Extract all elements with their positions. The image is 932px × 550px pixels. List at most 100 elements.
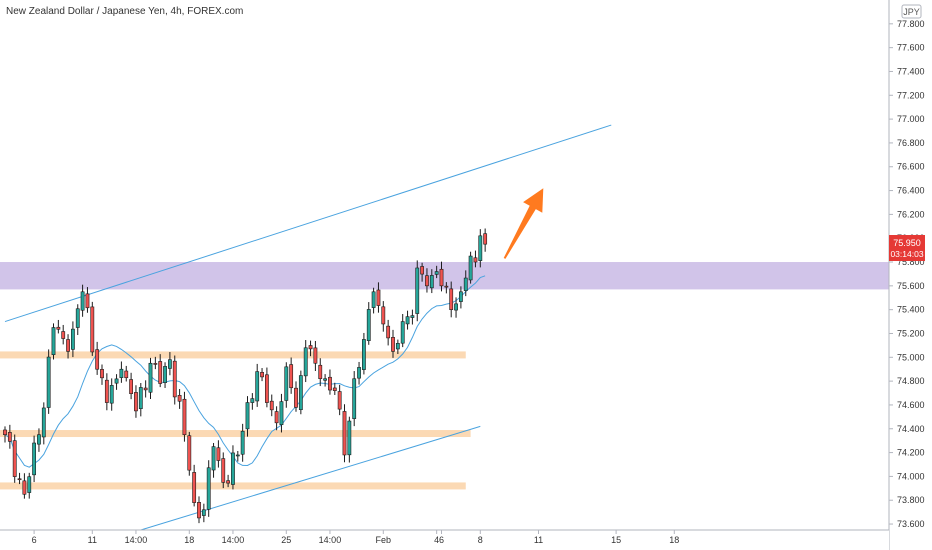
- candle-body: [425, 275, 429, 287]
- candle-body: [269, 400, 274, 411]
- candle-body: [32, 442, 37, 476]
- time-tick-label: 14:00: [222, 535, 245, 545]
- price-tick-label: 75.200: [897, 328, 925, 338]
- candle: [245, 396, 250, 437]
- price-tick-label: 76.400: [897, 186, 925, 196]
- candle: [46, 349, 51, 414]
- candle-body: [235, 454, 240, 457]
- candle: [80, 284, 85, 317]
- trendline-upper: [4, 124, 612, 323]
- candle-body: [100, 369, 104, 379]
- candle: [458, 286, 463, 309]
- candle: [104, 373, 109, 411]
- time-tick-label: 25: [281, 535, 291, 545]
- candle-body: [250, 398, 255, 403]
- time-tick-label: Feb: [376, 535, 392, 545]
- candle-body: [410, 315, 415, 318]
- candle-body: [226, 480, 231, 484]
- time-axis[interactable]: 6 11 14:00 18 14:00 25 14:00 Feb 4 6 8 11 15 18: [32, 530, 680, 545]
- candle-body: [342, 411, 347, 456]
- candle-body: [17, 478, 22, 481]
- candle: [71, 321, 75, 358]
- candle-body: [37, 434, 41, 445]
- candle: [439, 261, 444, 292]
- candle: [211, 442, 216, 478]
- candle: [231, 445, 235, 490]
- candle-body: [148, 362, 153, 393]
- candle-body: [434, 271, 439, 275]
- trendlines-layer: [4, 124, 612, 531]
- candle: [395, 339, 400, 355]
- candle-body: [313, 347, 318, 364]
- candle: [332, 382, 337, 395]
- candle-body: [216, 447, 221, 461]
- candle: [100, 364, 104, 385]
- candle: [454, 297, 458, 318]
- candle: [109, 378, 114, 411]
- price-tick-label: 77.000: [897, 114, 925, 124]
- candle-body: [478, 235, 483, 261]
- candle: [163, 362, 167, 388]
- candle-body: [279, 401, 284, 426]
- arrow-layer: [503, 188, 544, 259]
- candle: [119, 361, 124, 383]
- candle: [187, 431, 192, 476]
- candle-body: [245, 402, 250, 430]
- resistance-zone: [0, 262, 889, 290]
- candle-body: [405, 316, 410, 325]
- candle: [279, 393, 284, 433]
- candle-body: [153, 363, 158, 365]
- candle: [226, 474, 231, 488]
- candle: [391, 329, 395, 358]
- candle-body: [298, 375, 303, 411]
- candle-body: [274, 411, 279, 424]
- candle: [323, 374, 328, 387]
- candle: [148, 357, 153, 400]
- candle: [3, 426, 7, 443]
- candle: [483, 228, 488, 252]
- candle-body: [294, 387, 298, 408]
- candle-body: [90, 306, 95, 353]
- candle-body: [371, 291, 376, 308]
- current-price-label: 75.950: [893, 238, 921, 248]
- candle-body: [114, 378, 119, 384]
- candle-body: [27, 476, 32, 493]
- candle-body: [206, 467, 211, 510]
- price-tick-label: 74.000: [897, 471, 925, 481]
- candle: [90, 301, 95, 356]
- candle-body: [395, 343, 400, 350]
- time-tick-label: 14:00: [319, 535, 342, 545]
- candle: [250, 393, 255, 410]
- candle-body: [458, 291, 463, 302]
- price-tick-label: 74.400: [897, 424, 925, 434]
- price-tick-label: 74.600: [897, 400, 925, 410]
- time-tick-label: 6: [439, 535, 444, 545]
- candle-body: [332, 387, 337, 391]
- currency-badge[interactable]: JPY: [901, 4, 922, 19]
- candle: [22, 473, 27, 499]
- candle-body: [439, 268, 444, 287]
- candle: [235, 451, 240, 462]
- candle: [260, 368, 264, 382]
- candle: [289, 357, 294, 394]
- time-axis-background: [0, 530, 889, 550]
- candle: [361, 332, 366, 375]
- candle-body: [168, 359, 172, 369]
- candle-body: [429, 275, 434, 289]
- time-tick-label: 18: [184, 535, 194, 545]
- bar-countdown-label: 03:14:03: [890, 249, 923, 259]
- price-tick-label: 77.600: [897, 43, 925, 53]
- chart-title: New Zealand Dollar / Japanese Yen, 4h, F…: [6, 6, 243, 17]
- price-tick-label: 75.600: [897, 281, 925, 291]
- price-axis[interactable]: 77.800 77.600 77.400 77.200 77.000 76.800 76.6…: [889, 19, 925, 529]
- zones-layer: [0, 262, 889, 490]
- candle-body: [352, 378, 357, 419]
- candle-body: [197, 502, 201, 519]
- candle-body: [3, 429, 7, 436]
- candle-body: [7, 432, 12, 442]
- time-tick-label: 15: [611, 535, 621, 545]
- trendline-lower: [140, 425, 481, 531]
- support-zone-2: [0, 430, 471, 438]
- candle-body: [104, 379, 109, 403]
